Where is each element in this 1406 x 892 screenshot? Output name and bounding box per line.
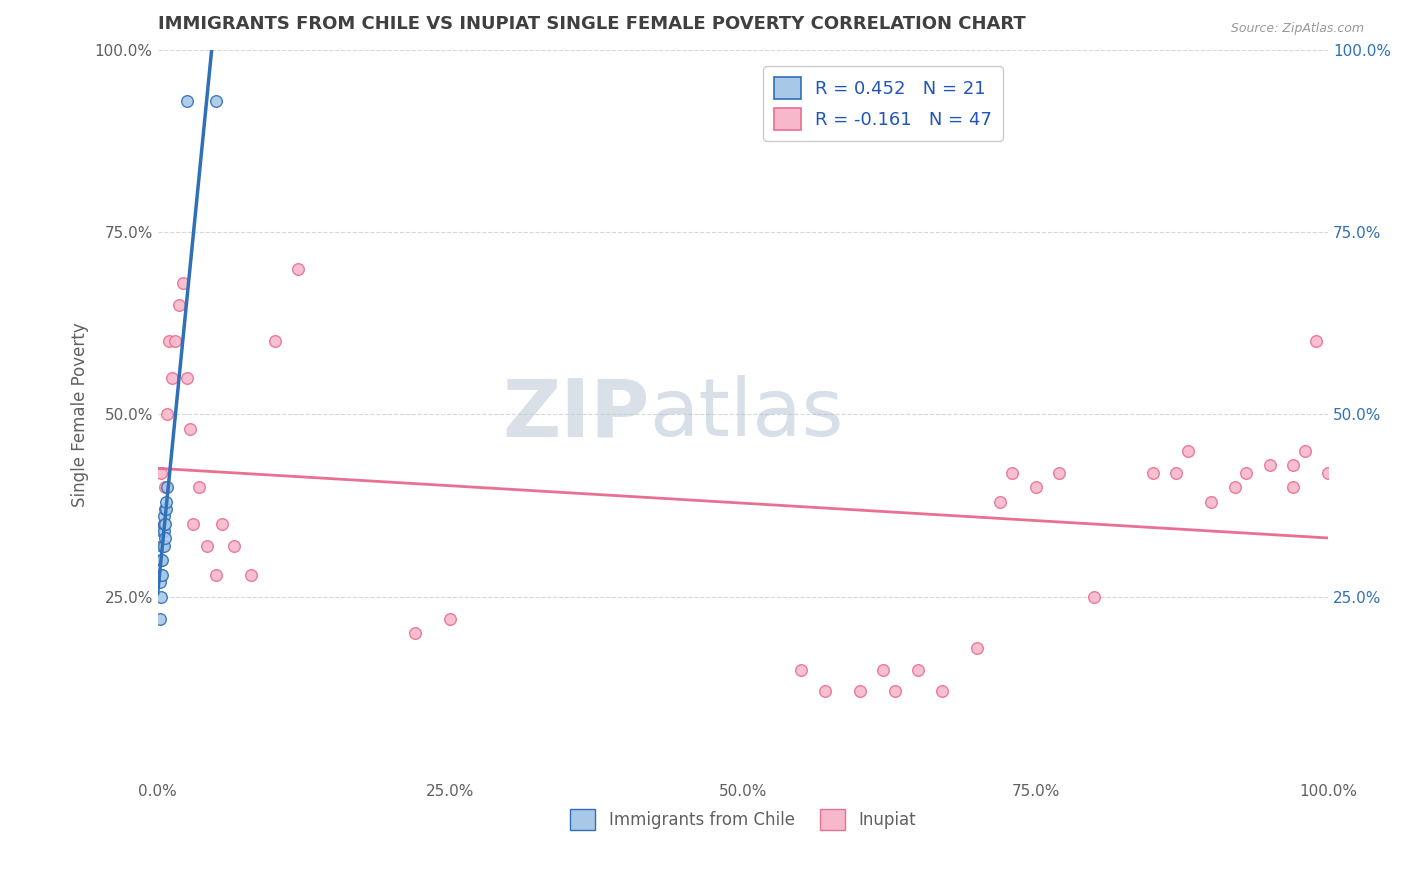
Point: [1024, 480, 1046, 494]
Point: [907, 663, 929, 677]
Point: [849, 684, 872, 698]
Point: [152, 516, 174, 531]
Point: [931, 684, 953, 698]
Point: [149, 575, 172, 590]
Point: [240, 567, 263, 582]
Point: [187, 480, 209, 494]
Point: [172, 276, 194, 290]
Point: [287, 261, 309, 276]
Point: [179, 422, 201, 436]
Text: IMMIGRANTS FROM CHILE VS INUPIAT SINGLE FEMALE POVERTY CORRELATION CHART: IMMIGRANTS FROM CHILE VS INUPIAT SINGLE …: [157, 15, 1025, 33]
Point: [790, 663, 813, 677]
Point: [156, 408, 179, 422]
Point: [1164, 466, 1187, 480]
Point: [155, 502, 177, 516]
Point: [404, 626, 426, 640]
Point: [153, 480, 176, 494]
Point: [176, 371, 198, 385]
Point: [150, 553, 173, 567]
Point: [1282, 480, 1305, 494]
Point: [152, 539, 174, 553]
Point: [150, 567, 173, 582]
Point: [205, 567, 228, 582]
Point: [157, 334, 180, 349]
Point: [176, 94, 198, 108]
Point: [222, 539, 245, 553]
Point: [1305, 334, 1327, 349]
Point: [205, 94, 228, 108]
Point: [872, 663, 894, 677]
Point: [153, 502, 176, 516]
Point: [1223, 480, 1246, 494]
Point: [263, 334, 285, 349]
Point: [1083, 590, 1105, 604]
Point: [150, 553, 173, 567]
Point: [1234, 466, 1257, 480]
Point: [152, 516, 174, 531]
Point: [884, 684, 907, 698]
Point: [1001, 466, 1024, 480]
Point: [814, 684, 837, 698]
Legend: Immigrants from Chile, Inupiat: Immigrants from Chile, Inupiat: [564, 803, 922, 836]
Point: [153, 531, 176, 545]
Point: [1282, 458, 1305, 473]
Y-axis label: Single Female Poverty: Single Female Poverty: [72, 322, 89, 507]
Point: [1199, 495, 1222, 509]
Point: [990, 495, 1012, 509]
Point: [156, 480, 179, 494]
Point: [1258, 458, 1281, 473]
Text: atlas: atlas: [650, 376, 844, 453]
Point: [167, 298, 190, 312]
Point: [155, 495, 177, 509]
Point: [1177, 443, 1199, 458]
Point: [966, 640, 988, 655]
Point: [1294, 443, 1316, 458]
Point: [150, 567, 173, 582]
Point: [150, 466, 173, 480]
Point: [211, 516, 233, 531]
Point: [150, 539, 173, 553]
Point: [195, 539, 218, 553]
Point: [153, 516, 176, 531]
Point: [152, 509, 174, 524]
Point: [152, 524, 174, 538]
Point: [1142, 466, 1164, 480]
Text: Source: ZipAtlas.com: Source: ZipAtlas.com: [1230, 22, 1364, 36]
Point: [150, 590, 173, 604]
Point: [181, 516, 204, 531]
Point: [150, 524, 173, 538]
Point: [149, 611, 172, 625]
Point: [165, 334, 187, 349]
Point: [1047, 466, 1070, 480]
Point: [1317, 466, 1340, 480]
Text: ZIP: ZIP: [502, 376, 650, 453]
Point: [160, 371, 183, 385]
Point: [439, 611, 461, 625]
